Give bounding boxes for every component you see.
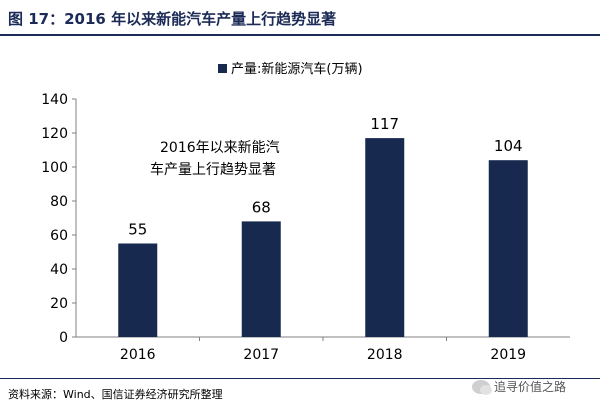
bar-2017: [241, 221, 281, 337]
annotation: 2016年以来新能汽 车产量上行趋势显著: [150, 140, 280, 178]
x-tick-label-2016: 2016: [120, 347, 156, 363]
data-label-2016: 55: [128, 221, 147, 239]
y-tick-label: 20: [50, 296, 68, 312]
x-tick-label-2017: 2017: [243, 347, 279, 363]
y-tick-label: 40: [50, 262, 68, 278]
y-tick-labels: 0 20 40 60 80 100 120 140: [41, 92, 76, 346]
figure-header: 图 17：2016 年以来新能汽车产量上行趋势显著: [0, 0, 600, 36]
data-labels: 55 68 117 104: [128, 115, 522, 238]
annotation-line-1: 2016年以来新能汽: [160, 140, 280, 156]
legend-label: 产量:新能源汽车(万辆): [231, 61, 363, 77]
y-tick-label: 60: [50, 228, 68, 244]
y-tick-label: 120: [41, 126, 68, 142]
source-note: 资料来源：Wind、国信证券经济研究所整理: [8, 388, 223, 401]
legend: 产量:新能源汽车(万辆): [218, 61, 363, 77]
bars: [118, 138, 528, 337]
watermark: 追寻价值之路: [472, 378, 566, 395]
x-tick-labels: 2016 2017 2018 2019: [120, 337, 526, 363]
legend-swatch: [218, 64, 227, 73]
bar-2018: [365, 138, 405, 337]
bar-2019: [488, 160, 528, 337]
data-label-2019: 104: [494, 137, 523, 155]
watermark-text: 追寻价值之路: [494, 380, 567, 394]
annotation-line-2: 车产量上行趋势显著: [150, 161, 276, 178]
x-tick-label-2019: 2019: [490, 347, 526, 363]
y-tick-label: 80: [50, 194, 68, 210]
footer-divider: [0, 378, 600, 379]
y-tick-label: 140: [41, 92, 68, 108]
bar-2016: [118, 243, 158, 337]
y-tick-label: 100: [41, 160, 68, 176]
figure-title: 图 17：2016 年以来新能汽车产量上行趋势显著: [8, 10, 337, 28]
data-label-2017: 68: [252, 198, 271, 216]
x-tick-label-2018: 2018: [367, 347, 403, 363]
data-label-2018: 117: [370, 115, 399, 133]
wechat-icon: [472, 379, 492, 395]
y-tick-label: 0: [59, 330, 68, 346]
